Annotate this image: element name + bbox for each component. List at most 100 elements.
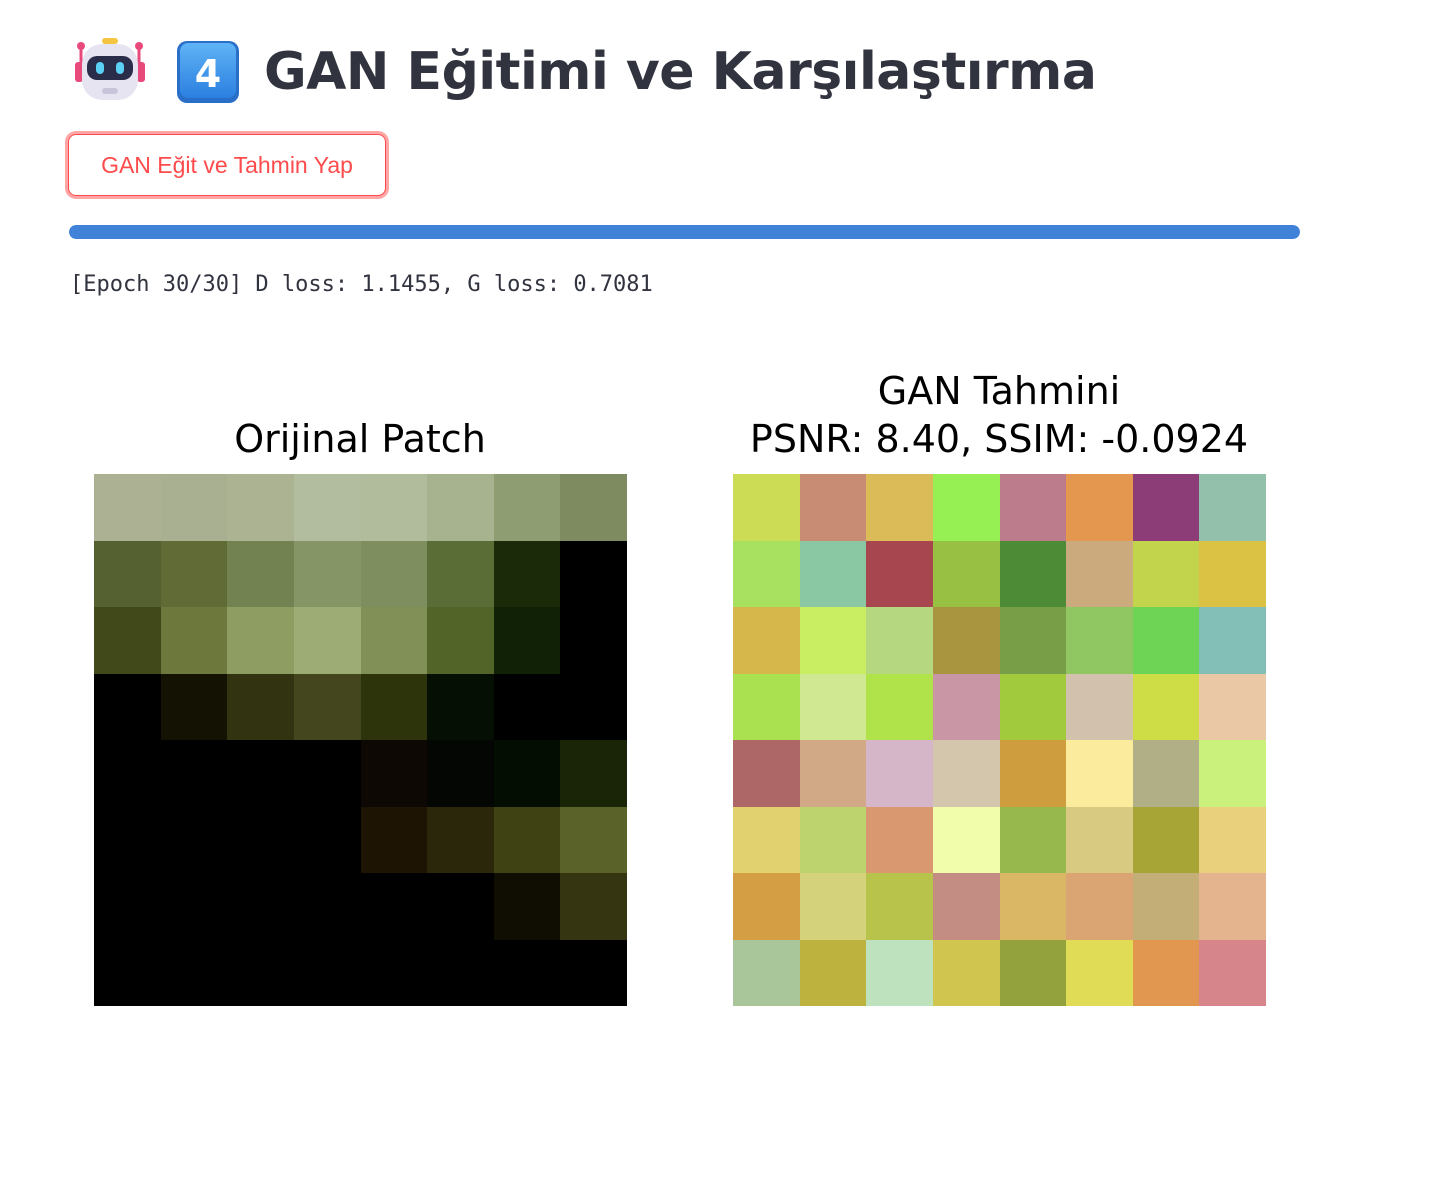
gan-pixel-2-2 <box>866 607 933 674</box>
gan-pixel-2-3 <box>932 607 1000 674</box>
gan-pixel-5-5 <box>1066 806 1133 873</box>
original-pixel-1-4 <box>360 540 428 607</box>
page-title: GAN Eğitimi ve Karşılaştırma <box>264 42 1097 102</box>
comparison-figure: Orijinal Patch GAN Tahmini PSNR: 8.40, S… <box>70 345 1300 1045</box>
progress-fill <box>69 225 1300 239</box>
original-pixel-1-5 <box>427 540 494 607</box>
gan-pixel-2-5 <box>1066 607 1133 674</box>
gan-pixel-0-4 <box>999 474 1067 541</box>
original-pixel-2-2 <box>227 607 294 674</box>
original-pixel-4-4 <box>360 740 428 807</box>
original-patch-image <box>94 474 627 1006</box>
original-patch-title: Orijinal Patch <box>234 417 486 461</box>
gan-pixel-4-6 <box>1132 740 1200 807</box>
gan-pixel-1-3 <box>932 540 1000 607</box>
original-pixel-0-3 <box>293 474 361 541</box>
original-pixel-3-4 <box>360 673 428 740</box>
original-pixel-7-0 <box>94 939 161 1006</box>
original-pixel-1-6 <box>493 540 561 607</box>
original-pixel-2-4 <box>360 607 428 674</box>
gan-pixel-5-0 <box>733 806 800 873</box>
gan-pixel-6-3 <box>932 873 1000 940</box>
original-pixel-0-6 <box>493 474 561 541</box>
gan-pixel-5-6 <box>1132 806 1200 873</box>
original-pixel-5-2 <box>227 806 294 873</box>
original-pixel-0-7 <box>560 474 627 541</box>
original-pixel-4-5 <box>427 740 494 807</box>
original-pixel-7-1 <box>160 939 228 1006</box>
gan-pixel-0-3 <box>932 474 1000 541</box>
original-pixel-5-6 <box>493 806 561 873</box>
original-pixel-4-6 <box>493 740 561 807</box>
gan-pixel-7-3 <box>932 939 1000 1006</box>
original-pixel-6-7 <box>560 873 627 940</box>
original-pixel-6-5 <box>427 873 494 940</box>
original-pixel-6-3 <box>293 873 361 940</box>
original-pixel-2-7 <box>560 607 627 674</box>
gan-pixel-0-7 <box>1199 474 1266 541</box>
training-log: [Epoch 30/30] D loss: 1.1455, G loss: 0.… <box>70 272 653 297</box>
original-pixel-3-7 <box>560 673 627 740</box>
gan-pixel-3-5 <box>1066 673 1133 740</box>
gan-pixel-4-2 <box>866 740 933 807</box>
original-pixel-7-3 <box>293 939 361 1006</box>
gan-pixel-1-7 <box>1199 540 1266 607</box>
gan-pixel-4-7 <box>1199 740 1266 807</box>
original-pixel-6-1 <box>160 873 228 940</box>
gan-pixel-3-4 <box>999 673 1067 740</box>
gan-pixel-6-2 <box>866 873 933 940</box>
train-and-predict-button[interactable]: GAN Eğit ve Tahmin Yap <box>68 134 386 196</box>
original-pixel-1-0 <box>94 540 161 607</box>
gan-pixel-0-5 <box>1066 474 1133 541</box>
original-pixel-1-3 <box>293 540 361 607</box>
original-pixel-7-2 <box>227 939 294 1006</box>
gan-pixel-4-4 <box>999 740 1067 807</box>
gan-pixel-3-1 <box>799 673 867 740</box>
original-pixel-2-3 <box>293 607 361 674</box>
gan-pixel-7-7 <box>1199 939 1266 1006</box>
gan-pixel-3-2 <box>866 673 933 740</box>
gan-pixel-1-4 <box>999 540 1067 607</box>
original-pixel-4-2 <box>227 740 294 807</box>
original-pixel-1-7 <box>560 540 627 607</box>
gan-pixel-1-6 <box>1132 540 1200 607</box>
gan-pixel-7-5 <box>1066 939 1133 1006</box>
gan-pixel-4-5 <box>1066 740 1133 807</box>
gan-pixel-3-3 <box>932 673 1000 740</box>
gan-pixel-2-0 <box>733 607 800 674</box>
original-pixel-7-6 <box>493 939 561 1006</box>
gan-pixel-7-4 <box>999 939 1067 1006</box>
page-header: 4 GAN Eğitimi ve Karşılaştırma <box>74 34 1097 110</box>
original-pixel-0-5 <box>427 474 494 541</box>
original-pixel-5-1 <box>160 806 228 873</box>
original-pixel-3-0 <box>94 673 161 740</box>
gan-prediction-title: GAN Tahmini <box>877 369 1121 413</box>
gan-pixel-6-7 <box>1199 873 1266 940</box>
gan-pixel-1-1 <box>799 540 867 607</box>
gan-pixel-2-4 <box>999 607 1067 674</box>
original-pixel-4-1 <box>160 740 228 807</box>
original-pixel-5-7 <box>560 806 627 873</box>
original-pixel-0-2 <box>227 474 294 541</box>
gan-pixel-5-4 <box>999 806 1067 873</box>
gan-pixel-6-1 <box>799 873 867 940</box>
original-pixel-7-7 <box>560 939 627 1006</box>
gan-pixel-2-7 <box>1199 607 1266 674</box>
gan-pixel-0-0 <box>733 474 800 541</box>
gan-pixel-1-5 <box>1066 540 1133 607</box>
original-pixel-4-0 <box>94 740 161 807</box>
training-progress-bar <box>69 225 1300 239</box>
original-pixel-3-2 <box>227 673 294 740</box>
original-pixel-3-1 <box>160 673 228 740</box>
gan-pixel-6-0 <box>733 873 800 940</box>
gan-pixel-7-6 <box>1132 939 1200 1006</box>
gan-pixel-7-0 <box>733 939 800 1006</box>
original-pixel-6-0 <box>94 873 161 940</box>
original-pixel-5-5 <box>427 806 494 873</box>
original-pixel-0-0 <box>94 474 161 541</box>
gan-pixel-6-6 <box>1132 873 1200 940</box>
original-pixel-0-1 <box>160 474 228 541</box>
gan-pixel-1-0 <box>733 540 800 607</box>
original-pixel-7-4 <box>360 939 428 1006</box>
original-pixel-5-4 <box>360 806 428 873</box>
